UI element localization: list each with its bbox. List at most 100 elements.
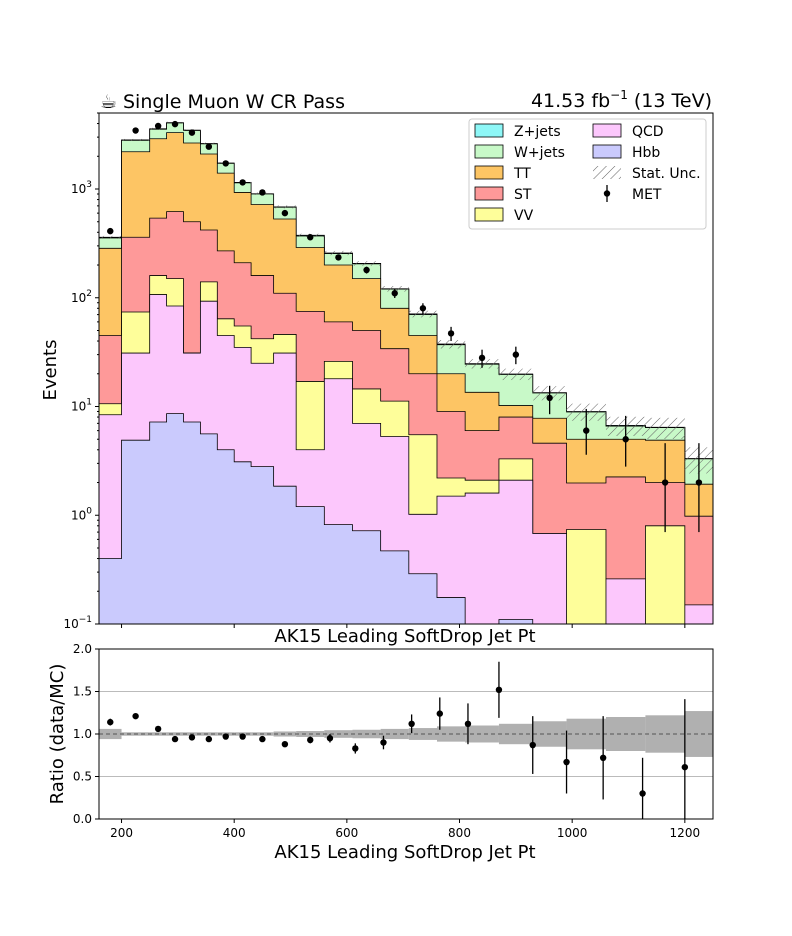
y-tick-base: 10 xyxy=(63,617,78,631)
ratio-x-tick-label: 800 xyxy=(448,826,471,840)
ratio-point xyxy=(495,686,503,693)
ratio-point xyxy=(639,790,646,797)
y-tick-base: 10 xyxy=(71,291,86,305)
ratio-x-tick-label: 400 xyxy=(223,826,246,840)
data-point xyxy=(695,479,703,486)
main-x-axis-label: AK15 Leading SoftDrop Jet Pt xyxy=(274,626,535,647)
main-y-axis-label: Events xyxy=(40,340,61,401)
y-tick-label: 101 xyxy=(71,398,92,414)
y-tick-exponent: −1 xyxy=(79,615,92,625)
ratio-x-tick-label: 200 xyxy=(110,826,133,840)
legend-label: Hbb xyxy=(632,145,660,161)
stat-unc-bin xyxy=(99,235,122,239)
main-plot-frame xyxy=(98,112,714,625)
y-tick-label: 102 xyxy=(71,289,92,305)
y-tick-base: 10 xyxy=(71,400,86,414)
ratio-point xyxy=(529,741,536,749)
plot-title: Single Muon W CR Pass xyxy=(123,91,345,113)
ratio-y-tick-label: 1.0 xyxy=(73,727,92,741)
y-tick-exponent: 0 xyxy=(86,506,92,516)
y-tick-exponent: 2 xyxy=(86,289,92,299)
legend-label: MET xyxy=(632,187,662,203)
ratio-y-tick-label: 2.0 xyxy=(73,642,92,656)
ratio-unc-bin xyxy=(99,728,122,740)
data-point xyxy=(335,254,342,261)
ratio-point xyxy=(107,718,114,726)
stat-unc-bin xyxy=(645,417,685,439)
data-point xyxy=(239,179,246,186)
ratio-point xyxy=(380,739,387,746)
ratio-unc-bin xyxy=(200,732,218,736)
lumi-value: 41.53 fb xyxy=(531,90,610,112)
ratio-y-axis: 0.0 0.5 1.0 1.5 2.0 xyxy=(73,642,99,826)
data-point xyxy=(107,227,114,235)
data-point xyxy=(512,351,520,358)
ratio-x-tick-label: 1000 xyxy=(557,826,588,840)
data-point xyxy=(363,266,370,274)
y-tick-base: 10 xyxy=(71,182,86,196)
legend-label: Z+jets xyxy=(514,124,561,140)
ratio-unc-bin xyxy=(465,725,499,743)
ratio-point xyxy=(239,733,246,740)
legend-swatch xyxy=(592,123,622,138)
ratio-point xyxy=(599,754,607,761)
data-point xyxy=(546,394,553,402)
legend: Z+jets QCD W+jets Hbb TT Stat. Unc. ST MET VV xyxy=(468,118,707,230)
data-point xyxy=(222,160,229,167)
main-histogram-stack xyxy=(99,122,713,624)
data-point xyxy=(478,354,486,362)
legend-swatch xyxy=(474,144,504,159)
ratio-point xyxy=(171,735,179,743)
lumi-label: 41.53 fb−1 (13 TeV) xyxy=(531,88,712,112)
legend-label: TT xyxy=(513,166,531,182)
data-point xyxy=(154,122,162,130)
data-point xyxy=(391,290,398,297)
ratio-point xyxy=(188,734,196,741)
ratio-point xyxy=(464,720,472,727)
ratio-y-axis-label: Ratio (data/MC) xyxy=(47,664,68,805)
legend-marker xyxy=(603,190,611,197)
data-point xyxy=(132,127,139,134)
legend-swatch xyxy=(474,123,504,138)
legend-swatch xyxy=(474,165,504,180)
lumi-energy: (13 TeV) xyxy=(628,90,712,112)
y-tick-label: 10−1 xyxy=(63,615,92,631)
stat-unc-bin xyxy=(380,286,409,292)
ratio-point xyxy=(132,712,139,720)
ratio-point xyxy=(326,735,334,742)
data-point xyxy=(259,189,266,196)
ratio-unc-bin xyxy=(645,715,685,753)
stat-unc-bin xyxy=(498,368,533,381)
ratio-point xyxy=(307,736,314,744)
data-points xyxy=(107,120,703,533)
ratio-point xyxy=(408,720,415,727)
data-point xyxy=(205,143,213,150)
y-tick-base: 10 xyxy=(71,508,86,522)
y-tick-exponent: 3 xyxy=(86,180,92,190)
stat-unc-bin xyxy=(436,340,466,349)
data-point xyxy=(188,129,196,136)
ratio-unc-bin xyxy=(166,732,184,736)
stat-unc-bin xyxy=(408,310,437,318)
coffee-icon: ☕ xyxy=(100,91,117,113)
legend-swatch xyxy=(474,207,504,222)
ratio-point xyxy=(259,735,266,743)
ratio-y-tick-label: 1.5 xyxy=(73,685,92,699)
ratio-x-tick-label: 600 xyxy=(335,826,358,840)
y-tick-label: 100 xyxy=(71,506,92,522)
ratio-y-tick-label: 0.5 xyxy=(73,770,92,784)
ratio-gridlines xyxy=(99,691,713,777)
legend-swatch xyxy=(592,144,622,159)
stat-unc-bin xyxy=(121,138,150,141)
lumi-exponent: −1 xyxy=(610,88,628,102)
ratio-x-axis: 200 400 600 800 1000 1200 xyxy=(110,819,700,840)
stack-hbb xyxy=(99,413,713,624)
data-point xyxy=(661,479,669,486)
data-point xyxy=(419,305,427,312)
data-point xyxy=(622,436,629,443)
ratio-point xyxy=(681,763,689,771)
legend-swatch xyxy=(593,166,621,179)
data-point xyxy=(447,330,455,337)
